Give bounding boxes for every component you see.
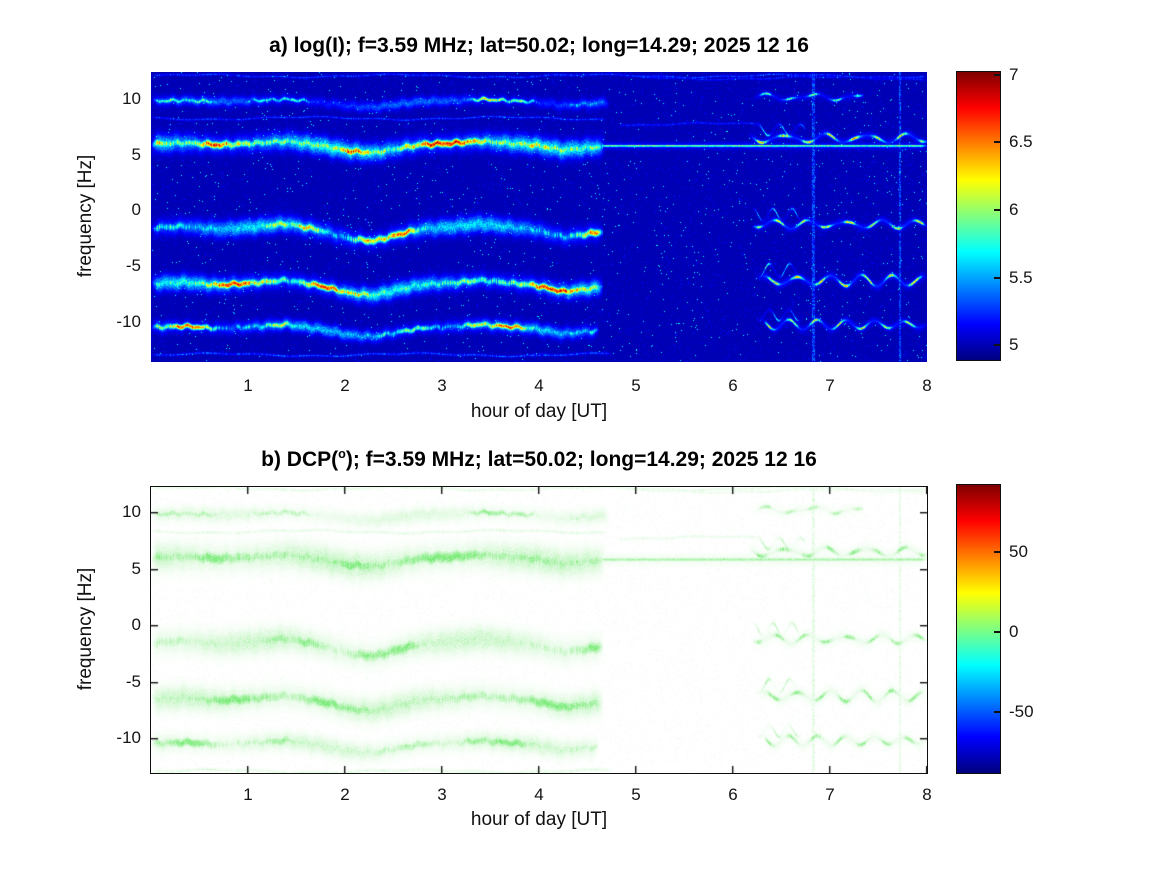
x-tick-label: 6 bbox=[728, 785, 738, 804]
colorbar-tick-label: 0 bbox=[1009, 622, 1019, 642]
panel-a-colorbar bbox=[956, 71, 1001, 361]
x-tick-label: 8 bbox=[922, 376, 932, 395]
panel-b-title-rest: ); f=3.59 MHz; lat=50.02; long=14.29; 20… bbox=[345, 448, 817, 471]
colorbar-tick-label: -50 bbox=[1009, 702, 1034, 722]
y-tick-label: -10 bbox=[116, 311, 141, 331]
x-tick-label: 5 bbox=[631, 376, 641, 395]
panel-a-title-text: a) log(I); f=3.59 MHz; lat=50.02; long=1… bbox=[269, 34, 809, 57]
colorbar-tick-label: 6.5 bbox=[1009, 132, 1033, 152]
x-tick-label: 5 bbox=[631, 785, 641, 804]
panel-b-xlabel: hour of day [UT] bbox=[470, 809, 608, 830]
x-tick-label: 3 bbox=[437, 785, 447, 804]
panel-b-title-text: b) DCP( bbox=[261, 448, 339, 471]
colorbar-tick bbox=[994, 711, 1000, 714]
colorbar-tick-label: 5 bbox=[1009, 335, 1019, 355]
colorbar-tick bbox=[994, 631, 1000, 634]
colorbar-tick-label: 7 bbox=[1009, 64, 1019, 84]
y-tick-label: -5 bbox=[125, 256, 141, 276]
x-tick-label: 7 bbox=[825, 785, 835, 804]
x-tick-label: 1 bbox=[243, 785, 253, 804]
y-tick-label: 10 bbox=[122, 88, 141, 108]
colorbar-tick bbox=[994, 551, 1000, 554]
x-tick-label: 2 bbox=[340, 376, 350, 395]
x-tick-label: 2 bbox=[340, 785, 350, 804]
colorbar-tick bbox=[994, 276, 1000, 279]
x-tick-label: 4 bbox=[534, 376, 544, 395]
y-tick-label: 5 bbox=[131, 144, 141, 164]
panel-a-title: a) log(I); f=3.59 MHz; lat=50.02; long=1… bbox=[151, 33, 927, 58]
x-tick-label: 4 bbox=[534, 785, 544, 804]
colorbar-tick-label: 6 bbox=[1009, 199, 1019, 219]
panel-a-spectrogram-canvas bbox=[151, 72, 927, 362]
x-tick-label: 6 bbox=[728, 376, 738, 395]
x-tick-label: 1 bbox=[243, 376, 253, 395]
y-tick-label: 0 bbox=[131, 615, 141, 635]
x-tick-label: 7 bbox=[825, 376, 835, 395]
y-tick-label: 0 bbox=[131, 200, 141, 220]
colorbar-tick-label: 50 bbox=[1009, 542, 1028, 562]
panel-b-spectrogram-canvas bbox=[150, 486, 928, 774]
x-tick-label: 3 bbox=[437, 376, 447, 395]
panel-a-xlabel: hour of day [UT] bbox=[470, 401, 608, 422]
colorbar-tick bbox=[994, 73, 1000, 76]
x-tick-label: 8 bbox=[922, 785, 932, 804]
panel-b-colorbar bbox=[956, 484, 1001, 774]
colorbar-tick-label: 5.5 bbox=[1009, 267, 1033, 287]
y-tick-label: 10 bbox=[122, 502, 141, 521]
y-tick-label: 5 bbox=[131, 558, 141, 578]
colorbar-tick bbox=[994, 344, 1000, 347]
colorbar-tick bbox=[994, 141, 1000, 144]
y-tick-label: -10 bbox=[116, 728, 141, 748]
y-tick-label: -5 bbox=[125, 671, 141, 691]
panel-b-title-sup: o bbox=[338, 447, 346, 461]
panel-b-title: b) DCP(o); f=3.59 MHz; lat=50.02; long=1… bbox=[151, 447, 927, 472]
colorbar-tick bbox=[994, 208, 1000, 211]
